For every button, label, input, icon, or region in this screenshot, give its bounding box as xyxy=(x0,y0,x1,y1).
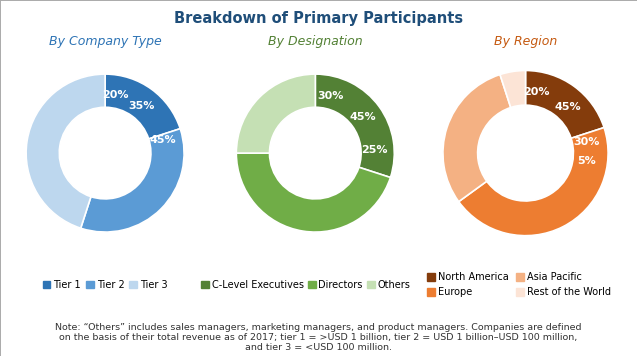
Wedge shape xyxy=(105,74,180,139)
Text: 20%: 20% xyxy=(102,90,129,100)
Legend: North America, Europe, Asia Pacific, Rest of the World: North America, Europe, Asia Pacific, Res… xyxy=(424,268,615,301)
Wedge shape xyxy=(526,70,604,138)
Text: Breakdown of Primary Participants: Breakdown of Primary Participants xyxy=(174,11,463,26)
Wedge shape xyxy=(236,153,390,232)
Wedge shape xyxy=(81,129,184,232)
Text: 35%: 35% xyxy=(128,101,154,111)
Text: By Designation: By Designation xyxy=(268,35,362,48)
Text: 20%: 20% xyxy=(523,87,550,97)
Legend: C-Level Executives, Directors, Others: C-Level Executives, Directors, Others xyxy=(197,276,414,294)
Text: By Region: By Region xyxy=(494,35,557,48)
Text: Note: “Others” includes sales managers, marketing managers, and product managers: Note: “Others” includes sales managers, … xyxy=(55,323,582,352)
Text: 30%: 30% xyxy=(573,137,599,147)
Wedge shape xyxy=(443,74,511,201)
Text: 5%: 5% xyxy=(578,156,596,166)
Legend: Tier 1, Tier 2, Tier 3: Tier 1, Tier 2, Tier 3 xyxy=(39,276,171,294)
Text: 30%: 30% xyxy=(317,91,344,101)
Wedge shape xyxy=(500,70,526,108)
Wedge shape xyxy=(26,74,105,228)
Text: By Company Type: By Company Type xyxy=(48,35,162,48)
Text: 45%: 45% xyxy=(349,112,376,122)
Wedge shape xyxy=(236,74,315,153)
Text: 25%: 25% xyxy=(361,146,388,156)
Wedge shape xyxy=(315,74,394,178)
Wedge shape xyxy=(459,127,608,236)
Text: 45%: 45% xyxy=(150,135,176,145)
Text: 45%: 45% xyxy=(554,103,581,112)
